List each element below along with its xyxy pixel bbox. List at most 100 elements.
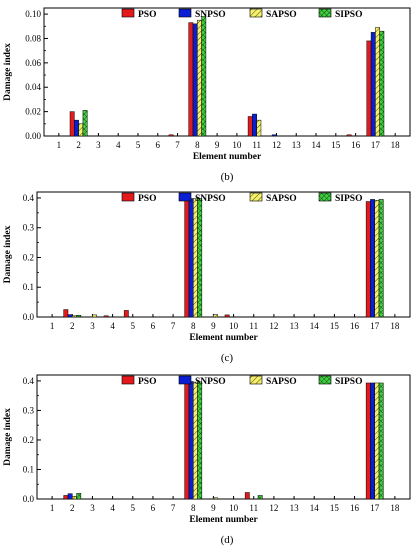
x-tick-label: 8	[195, 140, 200, 150]
bar-sapso-element-11	[256, 119, 262, 137]
legend: PSO SNPSO SAPSO SIPSO	[121, 8, 362, 20]
bar-snpso-element-2	[67, 314, 73, 318]
x-tick-label: 12	[269, 503, 278, 513]
bar-pso-element-8	[184, 382, 190, 500]
plot-frame	[36, 374, 411, 500]
bar-pso-element-10	[224, 314, 230, 318]
y-tick-label: 0.08	[25, 33, 41, 43]
y-axis-label: Damage index	[3, 43, 13, 101]
legend-swatch-sapso	[249, 375, 263, 385]
bar-snpso-element-17	[370, 382, 375, 500]
y-tick-label: 0.04	[25, 82, 41, 92]
x-tick-label: 4	[116, 140, 121, 150]
y-tick-label: 0.0	[23, 494, 35, 504]
bar-pso-element-5	[123, 310, 129, 318]
legend-swatch-sipso	[318, 8, 332, 18]
y-tick-label: 0.4	[23, 193, 35, 203]
legend-swatch-snpso	[178, 192, 192, 202]
legend-swatch-pso	[121, 375, 135, 385]
plot-frame	[43, 7, 411, 137]
x-tick-label: 6	[151, 321, 156, 331]
legend: PSO SNPSO SAPSO SIPSO	[121, 192, 362, 204]
bar-sapso-element-17	[374, 200, 380, 318]
x-tick-label: 9	[215, 140, 220, 150]
y-tick-label: 0.4	[23, 376, 35, 386]
bar-sapso-element-8	[193, 381, 198, 500]
legend-label-pso: PSO	[138, 377, 156, 387]
legend-label-snpso: SNPSO	[195, 10, 226, 20]
x-tick-label: 2	[70, 321, 75, 331]
x-tick-label: 5	[131, 503, 136, 513]
legend-label-sipso: SIPSO	[335, 194, 362, 204]
legend-label-pso: PSO	[138, 194, 156, 204]
bar-pso-element-2	[63, 495, 69, 500]
bar-pso-element-7	[168, 134, 174, 137]
x-tick-label: 11	[249, 503, 258, 513]
legend-swatch-sipso	[318, 192, 332, 202]
x-tick-label: 3	[90, 503, 95, 513]
x-tick-label: 5	[131, 321, 136, 331]
y-tick-label: 0.06	[25, 58, 41, 68]
x-tick-label: 2	[70, 503, 75, 513]
legend-label-pso: PSO	[138, 10, 156, 20]
bar-sapso-element-2	[72, 315, 77, 318]
y-tick-label: 0.3	[23, 405, 35, 415]
bar-pso-element-2	[63, 309, 69, 318]
bar-sapso-element-2	[72, 496, 77, 500]
bar-snpso-element-17	[370, 199, 375, 318]
x-axis-label: Element number	[193, 152, 262, 162]
x-tick-label: 7	[171, 321, 176, 331]
x-tick-label: 8	[191, 503, 196, 513]
bar-snpso-element-12	[271, 134, 277, 137]
x-tick-label: 3	[90, 321, 95, 331]
y-tick-label: 0.0	[23, 312, 35, 322]
x-tick-label: 14	[310, 321, 320, 331]
legend-swatch-sapso	[249, 192, 263, 202]
x-tick-label: 13	[290, 321, 300, 331]
x-tick-label: 17	[371, 140, 381, 150]
bar-sapso-element-9	[213, 314, 218, 318]
bar-pso-element-2	[69, 111, 75, 137]
legend-label-sapso: SAPSO	[266, 377, 297, 387]
y-tick-label: 0.1	[23, 282, 34, 292]
y-tick-label: 0.10	[25, 9, 41, 19]
legend-label-sipso: SIPSO	[335, 377, 362, 387]
x-tick-label: 3	[96, 140, 101, 150]
x-tick-label: 16	[350, 503, 360, 513]
x-tick-label: 4	[110, 321, 115, 331]
bar-pso-element-16	[346, 134, 352, 137]
bar-sapso-element-9	[213, 497, 218, 500]
y-tick-label: 0.2	[23, 252, 34, 262]
bar-snpso-element-8	[192, 23, 198, 137]
plot-frame	[36, 191, 411, 318]
bar-pso-element-4	[103, 315, 109, 318]
x-tick-label: 10	[232, 140, 242, 150]
bar-sipso-element-2	[76, 314, 82, 318]
x-tick-label: 9	[211, 503, 216, 513]
y-tick-label: 0.2	[23, 435, 34, 445]
x-tick-label: 18	[390, 321, 400, 331]
x-tick-label: 11	[252, 140, 261, 150]
panel-label: (b)	[221, 171, 234, 183]
y-tick-label: 0.00	[25, 131, 41, 141]
chart-panel-1: 0.000.020.040.060.080.101 2 3 4 5 6 7 8 9 10 11 12 1…	[3, 7, 411, 183]
bar-sapso-element-8	[197, 19, 202, 137]
bar-snpso-element-2	[67, 493, 73, 500]
legend-label-snpso: SNPSO	[195, 377, 226, 387]
x-tick-label: 15	[330, 321, 340, 331]
bar-pso-element-17	[366, 40, 372, 137]
x-tick-label: 11	[249, 321, 258, 331]
x-tick-label: 14	[310, 503, 320, 513]
x-axis-label: Element number	[189, 333, 258, 343]
x-tick-label: 13	[292, 140, 302, 150]
x-tick-label: 12	[272, 140, 281, 150]
y-axis-label: Damage index	[3, 408, 13, 466]
x-tick-label: 7	[175, 140, 180, 150]
panel-label: (d)	[221, 534, 234, 546]
x-tick-label: 12	[269, 321, 278, 331]
x-tick-label: 6	[156, 140, 161, 150]
legend-label-sipso: SIPSO	[335, 10, 362, 20]
bar-sipso-element-2	[82, 110, 88, 137]
bar-pso-element-11	[244, 492, 250, 500]
